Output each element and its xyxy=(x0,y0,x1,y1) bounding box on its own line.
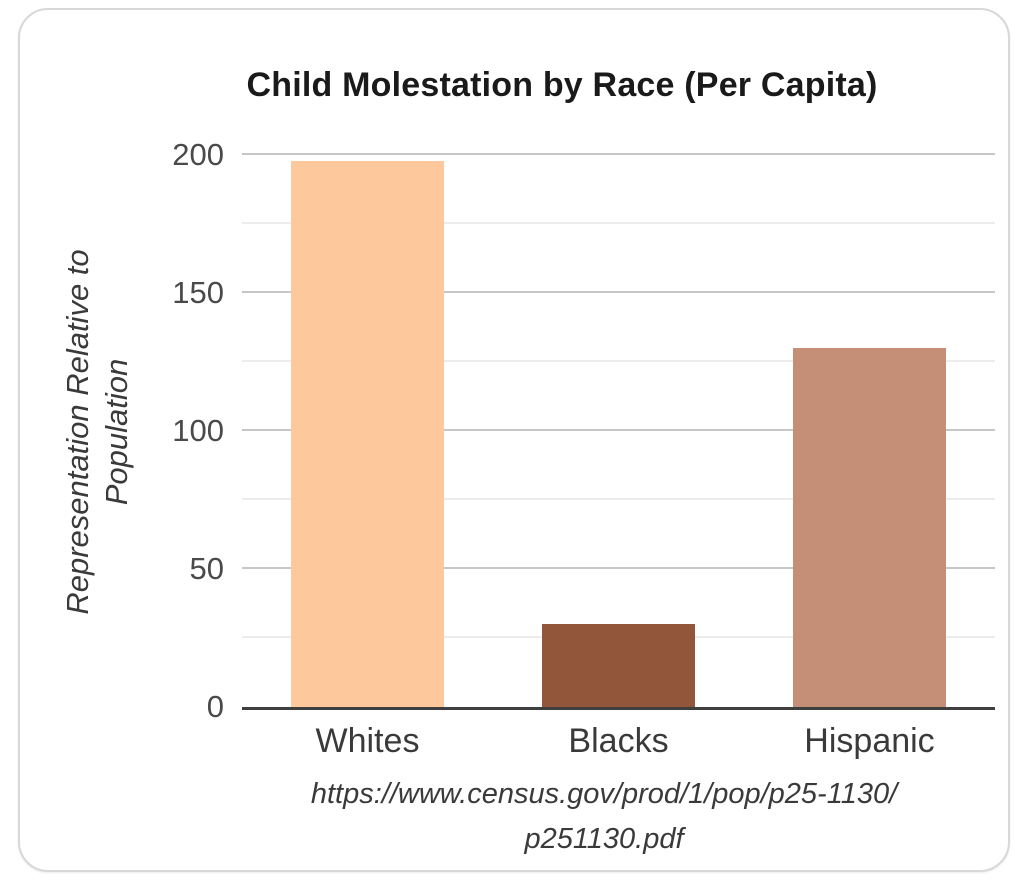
x-tick-labels: Whites Blacks Hispanic xyxy=(242,722,995,768)
x-tick-label-blacks: Blacks xyxy=(568,722,669,760)
gridline-200 xyxy=(242,153,995,155)
plot-area xyxy=(242,153,995,710)
chart-title: Child Molestation by Race (Per Capita) xyxy=(246,66,878,104)
chart-card: Child Molestation by Race (Per Capita) R… xyxy=(18,8,1010,872)
y-tick-label-50: 50 xyxy=(189,551,224,586)
y-tick-labels: 0 50 100 150 200 xyxy=(20,137,224,724)
gridline-75 xyxy=(242,498,995,500)
bar-whites xyxy=(291,160,444,707)
y-tick-label-200: 200 xyxy=(172,137,224,172)
gridline-50 xyxy=(242,567,995,569)
gridline-175 xyxy=(242,222,995,224)
citation-url-line1: https://www.census.gov/prod/1/pop/p25-11… xyxy=(310,778,898,810)
y-tick-label-150: 150 xyxy=(172,275,224,310)
gridline-100 xyxy=(242,429,995,431)
x-tick-label-whites: Whites xyxy=(315,722,420,760)
gridline-150 xyxy=(242,291,995,293)
y-tick-label-0: 0 xyxy=(206,689,224,724)
y-tick-label-100: 100 xyxy=(172,413,224,448)
bar-hispanic xyxy=(793,348,946,707)
citation: https://www.census.gov/prod/1/pop/p25-11… xyxy=(204,772,1004,862)
bar-blacks xyxy=(542,624,695,707)
gridline-125 xyxy=(242,360,995,362)
citation-url-line2: p251130.pdf xyxy=(524,823,684,855)
x-tick-label-hispanic: Hispanic xyxy=(804,722,935,760)
